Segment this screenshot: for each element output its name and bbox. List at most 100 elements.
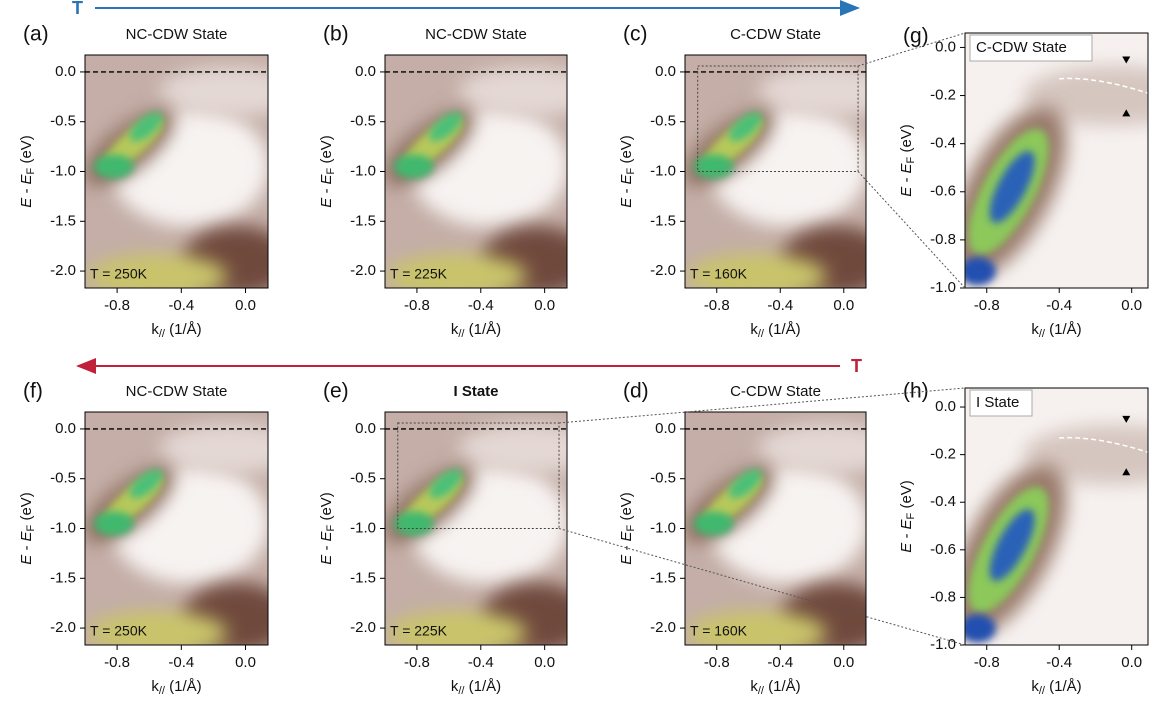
marker — [1122, 56, 1131, 64]
map-shade — [686, 611, 827, 645]
map-band — [965, 257, 996, 286]
label-part: E - E — [318, 173, 335, 207]
x-tick-label: -0.4 — [468, 297, 494, 314]
y-tick-label: 0.0 — [655, 420, 676, 437]
map-band — [965, 614, 996, 643]
label-part: (eV) — [618, 135, 635, 168]
panel-title: C-CDW State — [730, 383, 821, 400]
label-part: k — [451, 321, 459, 338]
label-part: (eV) — [898, 124, 915, 157]
x-tick-label: -0.4 — [1046, 297, 1072, 314]
y-axis-label: E - EF (eV) — [318, 492, 337, 565]
y-tick-label: -1.5 — [350, 569, 376, 586]
x-axis-label: k// (1/Å) — [151, 321, 201, 340]
y-axis-label: E - EF (eV) — [18, 492, 37, 565]
map-band — [693, 154, 734, 179]
label-part: E - E — [318, 530, 335, 564]
label-part: E - E — [618, 173, 635, 207]
map-band — [129, 469, 163, 499]
map-shade — [159, 423, 268, 474]
label-sub: // — [159, 328, 166, 340]
map-band — [728, 469, 762, 499]
label-part: k — [1031, 321, 1039, 338]
y-tick-label: -1.0 — [930, 636, 956, 653]
title-box — [969, 389, 1033, 417]
y-tick-label: -0.5 — [350, 113, 376, 130]
map-band — [429, 112, 463, 142]
label-sub: F — [905, 156, 917, 163]
temperature-label: T = 160K — [690, 623, 748, 639]
map-shade — [386, 611, 527, 645]
label-part: k — [151, 678, 159, 695]
x-axis-label: k// (1/Å) — [750, 678, 800, 697]
label-part: (1/Å) — [464, 321, 501, 338]
map-shade — [458, 66, 567, 117]
x-tick-label: -0.8 — [974, 654, 1000, 671]
x-axis-label: k// (1/Å) — [451, 321, 501, 340]
x-tick-label: -0.4 — [767, 297, 793, 314]
panel-label: (h) — [903, 380, 929, 403]
map-shade — [757, 66, 866, 117]
label-part: k — [750, 678, 758, 695]
map-band — [393, 154, 434, 179]
y-tick-label: -0.8 — [930, 588, 956, 605]
y-tick-label: -0.4 — [930, 135, 956, 152]
y-tick-label: -0.6 — [930, 541, 956, 558]
intensity-map — [965, 33, 1148, 288]
y-tick-label: -0.4 — [930, 493, 956, 510]
map-band — [93, 511, 134, 536]
x-axis-label: k// (1/Å) — [1031, 321, 1081, 340]
y-tick-label: -2.0 — [350, 619, 376, 636]
zoom-connector — [857, 32, 966, 67]
x-tick-label: 0.0 — [534, 654, 555, 671]
label-part: (1/Å) — [1045, 321, 1082, 338]
label-part: k — [750, 321, 758, 338]
marker — [1122, 109, 1131, 117]
y-tick-label: -0.5 — [650, 470, 676, 487]
y-tick-label: -0.5 — [50, 470, 76, 487]
intensity-map — [85, 412, 268, 645]
panel-title: NC-CDW State — [126, 383, 228, 400]
x-tick-label: -0.4 — [468, 654, 494, 671]
y-tick-label: -1.0 — [50, 519, 76, 536]
x-tick-label: 0.0 — [235, 297, 256, 314]
y-axis-label: E - EF (eV) — [618, 492, 637, 565]
label-sub: F — [25, 167, 37, 174]
panel-title: C-CDW State — [976, 39, 1067, 56]
label-part: (eV) — [618, 492, 635, 525]
y-tick-label: -0.8 — [930, 231, 956, 248]
x-tick-label: -0.4 — [168, 297, 194, 314]
x-tick-label: -0.4 — [1046, 654, 1072, 671]
y-tick-label: 0.0 — [55, 420, 76, 437]
y-tick-label: 0.0 — [355, 420, 376, 437]
x-axis-label: k// (1/Å) — [1031, 678, 1081, 697]
label-part: E - E — [18, 530, 35, 564]
label-sub: F — [625, 524, 637, 531]
y-tick-label: -1.0 — [350, 519, 376, 536]
label-sub: F — [25, 524, 37, 531]
label-part: E - E — [618, 530, 635, 564]
y-tick-label: 0.0 — [655, 63, 676, 80]
panel-title: I State — [453, 383, 498, 400]
y-axis-label: E - EF (eV) — [18, 135, 37, 208]
panel-label: (d) — [623, 380, 649, 403]
plot-frame — [964, 32, 1149, 289]
y-tick-label: -1.0 — [50, 162, 76, 179]
panel-title: I State — [976, 394, 1019, 411]
x-tick-label: -0.8 — [104, 297, 130, 314]
y-tick-label: -0.5 — [50, 113, 76, 130]
y-tick-label: -1.0 — [650, 519, 676, 536]
label-sub: F — [625, 167, 637, 174]
map-band — [429, 469, 463, 499]
temperature-label: T = 225K — [390, 266, 448, 282]
y-tick-label: -2.0 — [650, 262, 676, 279]
x-tick-label: 0.0 — [235, 654, 256, 671]
label-part: (eV) — [318, 135, 335, 168]
map-band — [989, 509, 1035, 581]
label-sub: F — [325, 524, 337, 531]
map-band — [393, 511, 434, 536]
label-part: (1/Å) — [1045, 678, 1082, 695]
x-tick-label: 0.0 — [534, 297, 555, 314]
y-tick-label: -0.5 — [650, 113, 676, 130]
